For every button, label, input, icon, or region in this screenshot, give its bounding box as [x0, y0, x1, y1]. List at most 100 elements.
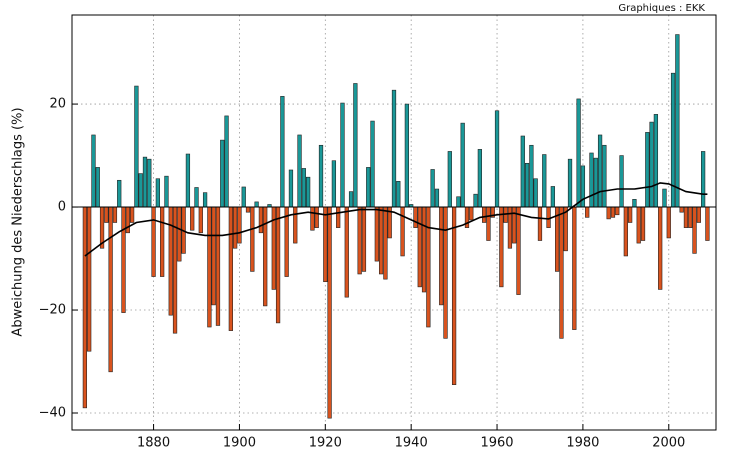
bar [383, 206, 388, 280]
bar [134, 85, 139, 208]
bar [537, 206, 543, 241]
bar [434, 188, 440, 208]
x-tick-label: 1960 [480, 436, 513, 451]
bar [636, 206, 641, 244]
bar [443, 206, 448, 339]
trend-line [84, 182, 708, 257]
bar [589, 152, 594, 208]
bar [357, 206, 362, 275]
bar [623, 206, 628, 257]
bar [340, 102, 345, 208]
bar [413, 206, 418, 228]
bar [147, 158, 152, 208]
bar [82, 206, 88, 409]
bar [87, 206, 92, 352]
bar [190, 206, 195, 231]
bar [306, 176, 311, 208]
x-tick-label: 1920 [309, 436, 342, 451]
bar [666, 206, 671, 239]
bar [696, 206, 701, 223]
bar [550, 186, 555, 208]
bar [194, 187, 199, 208]
bar [323, 206, 328, 283]
bar [469, 206, 474, 221]
bar [546, 206, 551, 228]
bar [477, 149, 482, 208]
bar [447, 151, 452, 208]
bar [361, 206, 367, 272]
bar [688, 206, 693, 228]
bar [400, 206, 405, 257]
bar [391, 89, 397, 208]
bar [331, 160, 337, 208]
bar [473, 193, 478, 208]
y-tick-label: 0 [58, 200, 66, 215]
bar [520, 135, 525, 208]
bar [653, 114, 659, 208]
bar [121, 206, 126, 313]
bar [692, 206, 697, 254]
bar [451, 206, 457, 385]
bar [426, 206, 431, 328]
bar [207, 206, 212, 328]
bar [404, 103, 410, 208]
bar [567, 158, 573, 208]
bar [417, 206, 422, 288]
bar [164, 175, 169, 208]
bar [224, 115, 229, 208]
bar [542, 154, 547, 208]
bar [263, 206, 268, 307]
bar [104, 206, 109, 223]
x-tick-label: 1880 [137, 436, 170, 451]
bar [108, 206, 113, 373]
bar [658, 206, 663, 290]
bar [370, 120, 375, 208]
bar [675, 34, 680, 208]
bar [160, 206, 165, 277]
plot-frame [71, 14, 717, 431]
bar [533, 178, 538, 208]
bar [297, 134, 302, 208]
bar [151, 206, 156, 277]
bar [318, 144, 324, 208]
bar [95, 167, 100, 208]
bar [258, 206, 264, 234]
bar [117, 179, 122, 208]
bar [310, 206, 315, 231]
bar [619, 155, 624, 208]
bar [211, 206, 216, 306]
bar [112, 206, 118, 223]
bar [125, 206, 130, 234]
bar [593, 157, 598, 208]
bar [645, 132, 650, 208]
credit: Graphiques : EKK [618, 3, 705, 14]
bar [559, 206, 564, 339]
bar [245, 206, 251, 213]
bar [275, 206, 281, 324]
bar [142, 156, 148, 208]
bar [486, 206, 491, 241]
bar [396, 181, 401, 208]
bar [314, 206, 319, 228]
bar [585, 206, 590, 218]
bar [293, 206, 298, 244]
bar [284, 206, 289, 277]
bar [129, 206, 135, 223]
bar [280, 96, 285, 208]
x-tick-label: 1900 [223, 436, 256, 451]
bar [602, 144, 607, 208]
x-tick-label: 1940 [395, 436, 428, 451]
bar [254, 201, 259, 208]
bar [640, 206, 646, 241]
bar [662, 188, 667, 208]
bar [628, 206, 633, 223]
bar [700, 151, 706, 208]
bar [456, 196, 461, 208]
bar [348, 191, 354, 208]
bar [576, 98, 581, 208]
bar [632, 199, 637, 208]
bar [705, 206, 710, 241]
bar [649, 121, 654, 208]
bar [597, 134, 603, 208]
bar [353, 83, 358, 208]
